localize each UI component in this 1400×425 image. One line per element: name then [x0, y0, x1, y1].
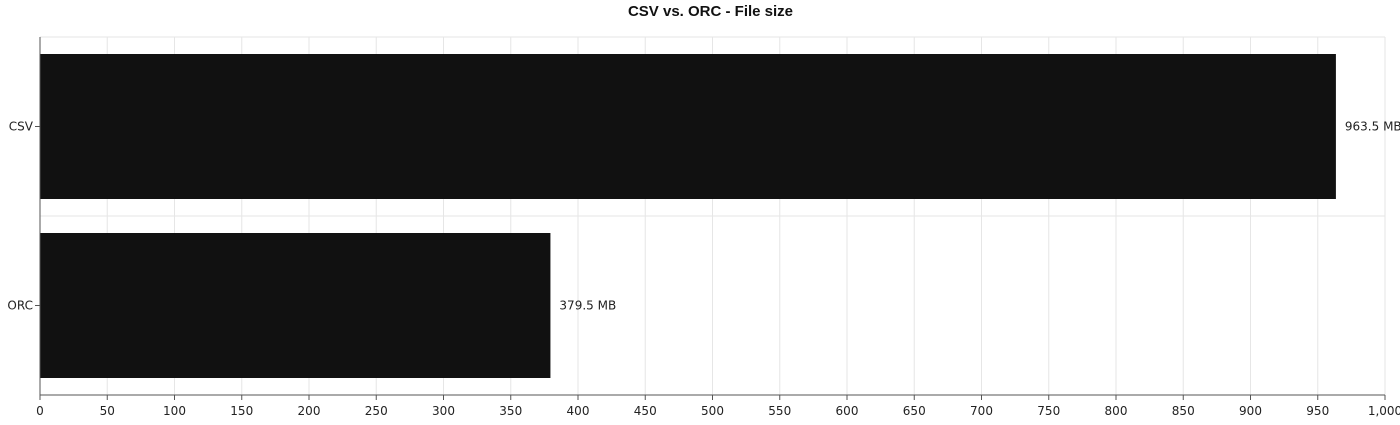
x-tick-label: 750 [1037, 404, 1060, 418]
x-tick-label: 350 [499, 404, 522, 418]
data-label-orc: 379.5 MB [559, 299, 616, 313]
x-tick-label: 500 [701, 404, 724, 418]
x-tick-label: 0 [36, 404, 44, 418]
bar-orc [40, 233, 551, 378]
y-tick-label-orc: ORC [7, 299, 33, 313]
x-tick-label: 400 [567, 404, 590, 418]
x-tick-label: 50 [100, 404, 115, 418]
x-tick-label: 550 [768, 404, 791, 418]
x-tick-label: 1,000 [1368, 404, 1400, 418]
x-tick-label: 200 [298, 404, 321, 418]
x-tick-label: 300 [432, 404, 455, 418]
x-tick-label: 100 [163, 404, 186, 418]
x-tick-label: 950 [1306, 404, 1329, 418]
x-tick-label: 650 [903, 404, 926, 418]
x-tick-label: 450 [634, 404, 657, 418]
x-tick-label: 250 [365, 404, 388, 418]
x-tick-label: 800 [1105, 404, 1128, 418]
x-tick-label: 700 [970, 404, 993, 418]
x-tick-label: 600 [836, 404, 859, 418]
bar-csv [40, 54, 1336, 199]
y-tick-label-csv: CSV [9, 120, 34, 134]
x-tick-label: 850 [1172, 404, 1195, 418]
data-label-csv: 963.5 MB [1345, 120, 1400, 134]
x-tick-label: 900 [1239, 404, 1262, 418]
x-tick-label: 150 [230, 404, 253, 418]
chart-title: CSV vs. ORC - File size [627, 3, 794, 20]
